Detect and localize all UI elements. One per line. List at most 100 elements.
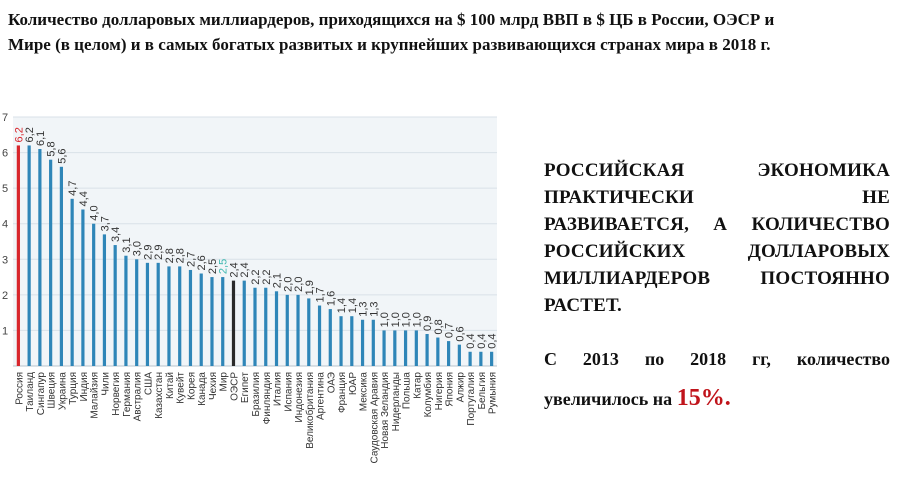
bar-chart: 7 6 5 4 3 2 1 6,2 Россия 6,2 Таиланд 6,1 Сингапур 5,8… [0,108,505,491]
category-label: Канада [197,372,208,406]
category-label: Аргентина [316,372,327,420]
bar-value-label: 1,6 [325,291,337,306]
bar-value-label: 1,0 [411,312,423,327]
y-tick-label: 1 [2,325,8,337]
bar [328,309,332,366]
growth-note-line-1: С 2013 по 2018 гг, количество [544,348,890,369]
bar [393,330,397,366]
bar-value-label: 0,4 [465,333,477,348]
bar-value-label: 6,1 [35,131,47,146]
bar [264,287,268,366]
bar [479,351,483,366]
category-label: Чили [100,372,111,396]
category-label: Алжир [455,372,466,403]
category-label: Италия [273,372,284,406]
bar [253,287,257,366]
category-label: Китай [165,372,176,399]
bar [59,166,63,366]
category-label: Финляндия [262,372,273,424]
category-label: Корея [186,372,197,400]
category-label: Польша [402,372,413,410]
heading-line: РОССИЙСКИХ ДОЛЛАРОВЫХ [544,240,890,262]
commentary-panel: РОССИЙСКАЯ ЭКОНОМИКА ПРАКТИЧЕСКИ НЕ РАЗВ… [544,158,890,422]
bar [49,159,53,366]
category-label: Украина [57,372,68,411]
category-label: Нидерланды [391,372,402,431]
y-tick-label: 2 [2,290,8,302]
heading-line: МИЛЛИАРДЕРОВ ПОСТОЯННО [544,267,890,289]
category-label: Турция [68,372,79,405]
bar [382,330,386,366]
bar-value-label: 0,6 [454,326,466,341]
growth-note: С 2013 по 2018 гг, количество увеличилос… [544,342,890,422]
bar [124,255,128,366]
bar [81,209,85,366]
title-line-2: Мире (в целом) и в самых богатых развиты… [8,34,771,54]
bar [70,198,74,366]
category-label: Индия [79,372,90,402]
bar [468,351,472,366]
category-label: Мир [219,372,230,392]
bar-value-label: 1,0 [390,312,402,327]
bar-value-label: 6,2 [24,127,36,142]
bar [145,262,150,366]
category-label: Швеция [47,372,58,409]
category-label: Португалия [466,372,477,426]
category-label: Испания [283,372,294,412]
category-label: Таиланд [25,372,36,412]
bar-value-label: 2,8 [164,248,176,263]
bar-value-label: 2,1 [272,273,284,288]
bar-value-label: 0,7 [444,323,456,338]
category-label: Великобритания [304,372,316,449]
growth-note-line-2: увеличилось на 15%. [544,376,890,422]
bar [414,330,418,366]
bar-value-label: 2,7 [185,252,197,267]
chart-title: Количество долларовых миллиардеров, прих… [8,8,888,57]
category-label: Египет [240,372,251,404]
growth-note-text: увеличилось на [544,389,673,409]
bar-value-label: 2,6 [196,255,208,270]
bar-value-label: 6,2 [13,127,25,142]
bar-value-label: 4,7 [67,181,79,196]
y-tick-label: 4 [2,219,8,231]
category-label: США [143,372,154,395]
y-tick-label: 6 [2,148,8,160]
bar [135,259,139,366]
bar [490,351,494,366]
category-label: ОЭСР [229,372,240,401]
category-label: Бельгия [477,372,488,410]
bar [16,145,20,366]
y-tick-label: 3 [2,254,8,266]
bar [457,344,461,366]
title-line-1: Количество долларовых миллиардеров, прих… [8,10,775,29]
bar [167,266,171,366]
bar-value-label: 3,4 [110,227,122,242]
bar-value-label: 2,4 [239,262,251,277]
bar-value-label: 1,9 [304,280,316,295]
heading-line: РОССИЙСКАЯ ЭКОНОМИКА [544,160,890,181]
category-label: Колумбия [422,372,434,417]
bar-value-label: 1,7 [315,287,327,302]
heading-line: РАЗВИВАЕТСЯ, А КОЛИЧЕСТВО [544,213,890,235]
bar [403,330,408,366]
category-label: Чехия [208,372,219,400]
bar [339,316,343,366]
category-label: Австралия [133,372,144,421]
bar-value-label: 2,5 [218,259,230,274]
bar-value-label: 0,4 [487,333,499,348]
bar-value-label: 1,0 [379,312,391,327]
bar-value-label: 1,0 [401,312,413,327]
y-tick-label: 7 [2,112,8,124]
bar-value-label: 5,6 [56,149,68,164]
category-label: Япония [445,372,456,407]
bar-value-label: 2,5 [207,259,219,274]
bar [210,277,214,366]
category-label: Казахстан [154,372,165,419]
bar-value-label: 4,4 [78,191,90,206]
bar [92,223,96,366]
bar-value-label: 1,3 [368,301,380,316]
bar [447,341,451,366]
bar [199,273,203,366]
bar-value-label: 2,0 [293,277,305,292]
bar [178,266,182,366]
